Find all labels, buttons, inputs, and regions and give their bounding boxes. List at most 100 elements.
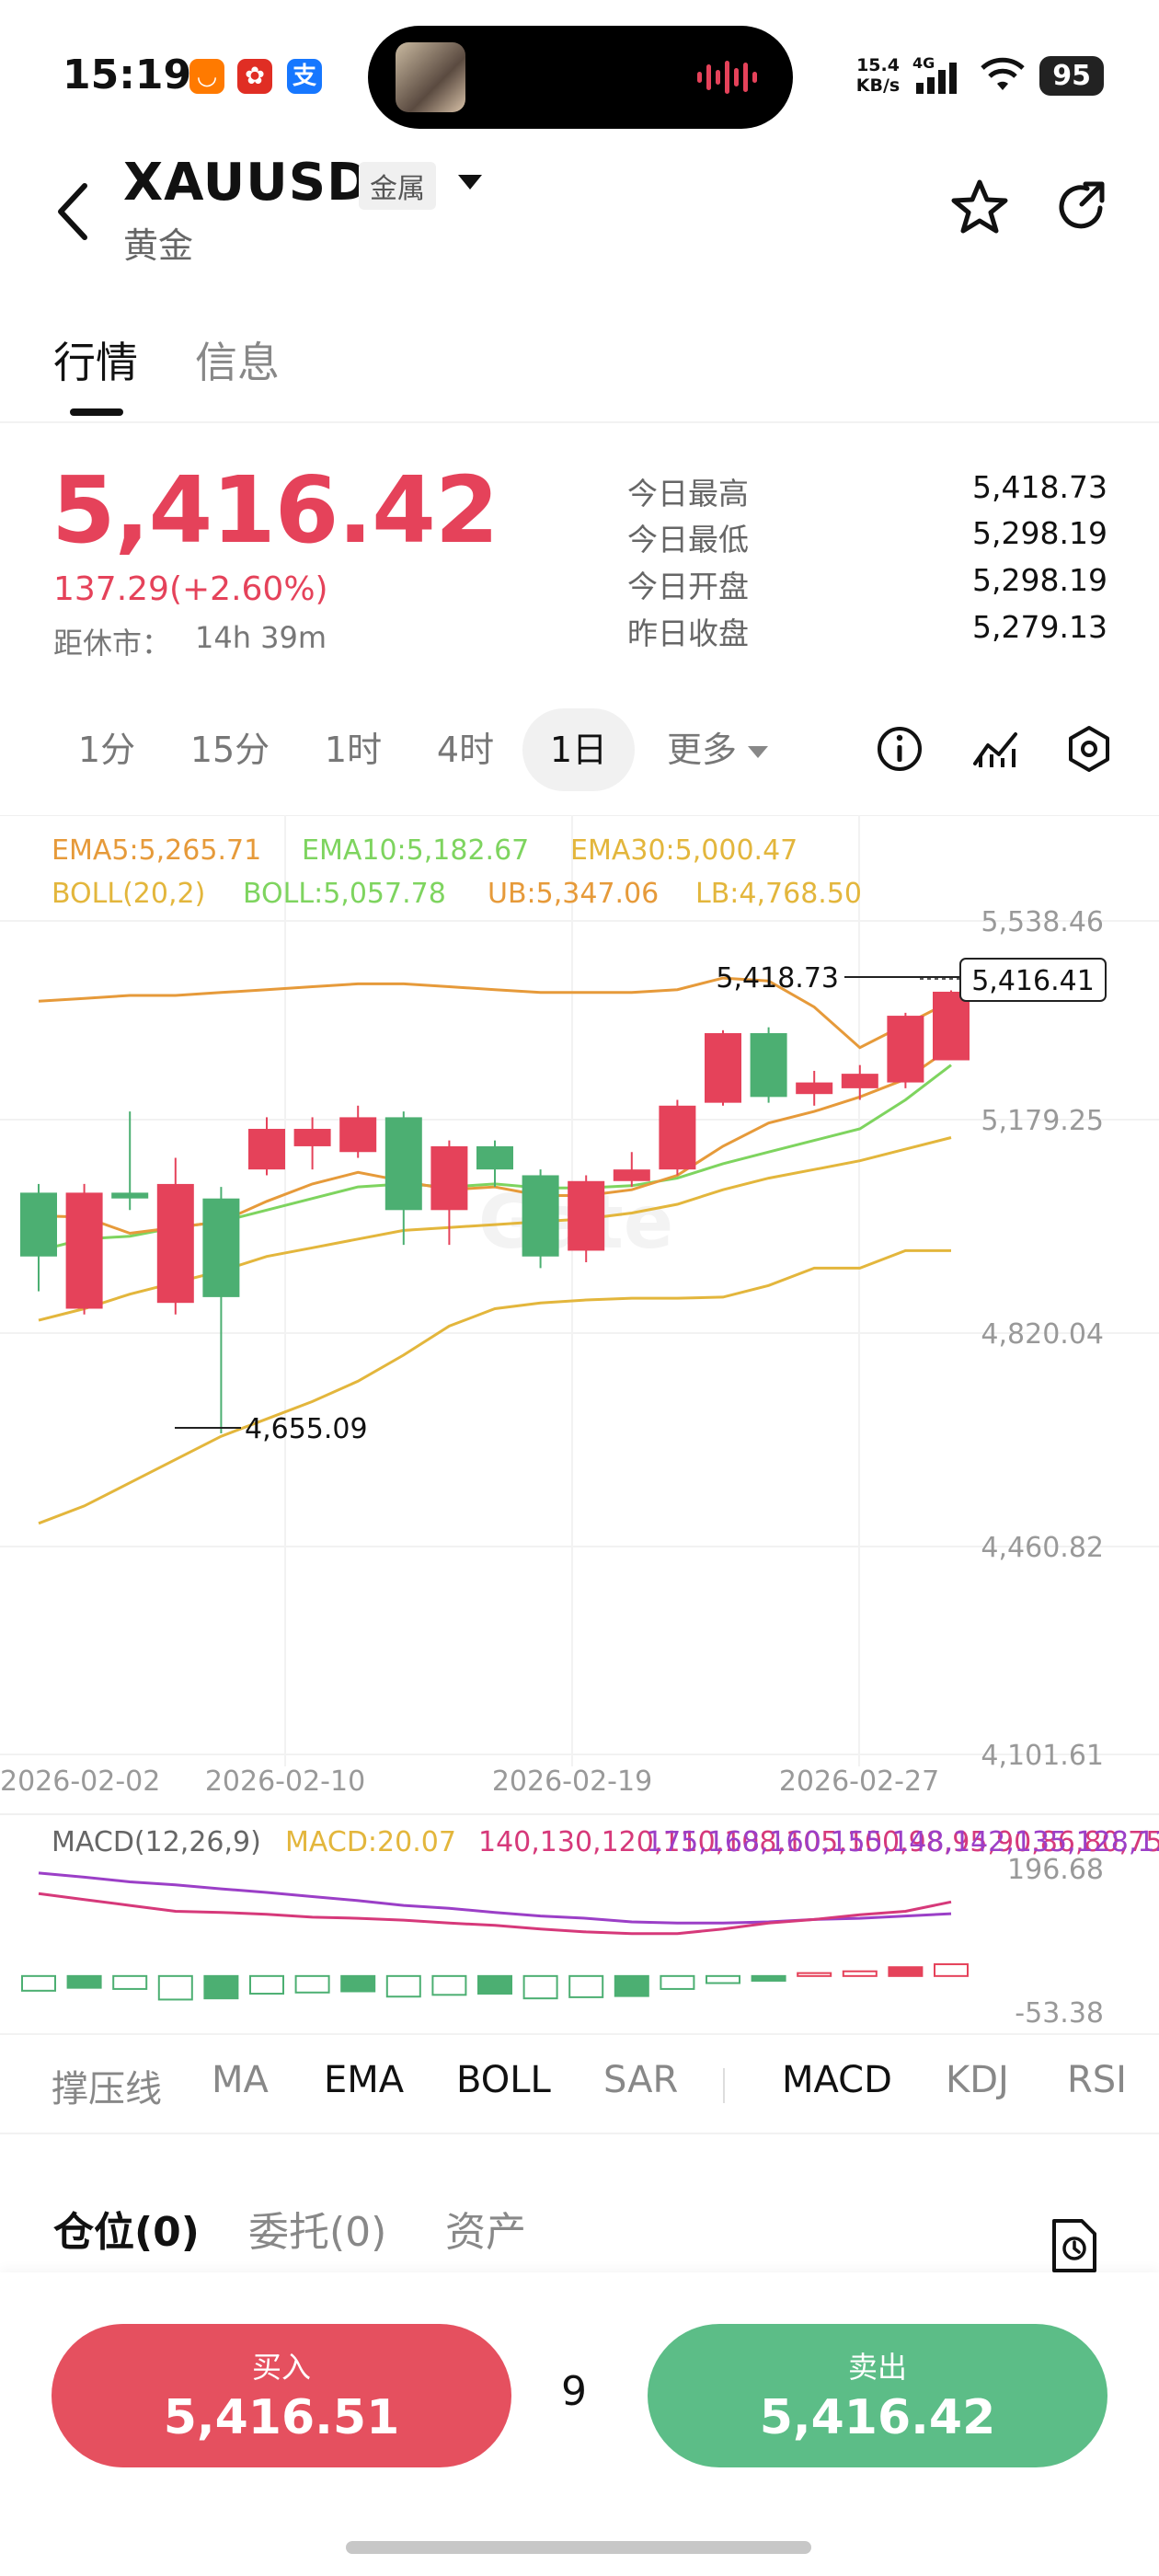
x-tick-label: 2026-02-10 <box>205 1765 365 1798</box>
macd-histogram-bar <box>614 1974 649 1997</box>
tab-positions[interactable]: 仓位(0) <box>53 2209 200 2256</box>
interval-more[interactable]: 更多 <box>653 708 782 791</box>
boll-lower-line <box>38 1248 951 1525</box>
macd-histogram-bar <box>112 1974 148 1990</box>
tab-orders[interactable]: 委托(0) <box>248 2209 387 2256</box>
macd-histogram-bar <box>249 1974 284 1995</box>
interval-1h[interactable]: 1时 <box>324 730 383 770</box>
status-time: 15:19 <box>63 52 192 98</box>
instrument-header: XAUUSD 金属 黄金 <box>0 147 1159 294</box>
boll-upper-line <box>38 976 952 1050</box>
spread-value: 9 <box>561 2368 587 2415</box>
legend-ub: UB:5,347.06 <box>488 878 659 910</box>
caret-down-icon <box>748 746 768 758</box>
legend-boll-mid: BOLL:5,057.78 <box>243 878 446 910</box>
candle-body <box>202 1198 240 1297</box>
macd-histogram-bar <box>431 1974 467 1996</box>
stat-value: 5,279.13 <box>972 609 1107 645</box>
home-indicator[interactable] <box>346 2541 811 2554</box>
indicator-kdj[interactable]: KDJ <box>946 2059 1009 2101</box>
candle-body <box>796 1082 833 1095</box>
buy-button[interactable]: 买入 5,416.51 <box>52 2324 511 2467</box>
x-tick-label: 2026-02-19 <box>492 1765 652 1798</box>
stat-label: 今日最高 <box>627 476 749 512</box>
candle-body <box>522 1175 559 1257</box>
last-price: 5,416.42 <box>52 456 499 564</box>
high-marker-label: 5,418.73 <box>716 962 839 995</box>
x-tick-label: 2026-02-27 <box>779 1765 939 1798</box>
back-icon[interactable] <box>48 175 99 248</box>
symbol-title[interactable]: XAUUSD <box>123 153 371 213</box>
interval-15m[interactable]: 15分 <box>189 730 270 770</box>
price-block: 5,416.42 137.29(+2.60%) 距休市： 14h 39m 今日最… <box>0 432 1159 681</box>
candle-body <box>248 1129 285 1170</box>
status-bar: 15:19 ◡ ✿ 支 15.4 KB/s 4G <box>0 0 1159 147</box>
kline-chart[interactable]: Gate EMA5:5,265.71 EMA10:5,182.67 EMA30:… <box>0 815 1159 2030</box>
candle-body <box>476 1145 513 1170</box>
indicator-macd[interactable]: MACD <box>782 2059 892 2101</box>
tab-assets[interactable]: 资产 <box>445 2209 526 2256</box>
buy-label: 买入 <box>251 2350 311 2385</box>
macd-histogram-bar <box>568 1974 604 1998</box>
kline-chart-svg[interactable]: Gate EMA5:5,265.71 EMA10:5,182.67 EMA30:… <box>0 815 1159 2033</box>
svg-text:4G: 4G <box>912 55 935 72</box>
macd-value: MACD:20.07 <box>285 1826 456 1858</box>
macd-histogram-bar <box>203 1974 239 2000</box>
category-badge: 金属 <box>359 162 436 210</box>
history-document-icon[interactable] <box>1049 2217 1100 2274</box>
macd-dif: 140,130,120,110,108,105,100,98,95,90,86,… <box>478 1826 1159 1858</box>
chart-grid <box>0 815 1159 1766</box>
candle-body <box>65 1192 103 1309</box>
candle-body <box>384 1117 422 1211</box>
macd-histogram-bar <box>842 1970 878 1977</box>
interval-1d[interactable]: 1日 <box>522 708 635 791</box>
info-icon[interactable] <box>874 723 925 775</box>
candles <box>20 990 970 1434</box>
indicator-sar[interactable]: SAR <box>603 2059 679 2101</box>
indicator-rsi[interactable]: RSI <box>1067 2059 1127 2101</box>
indicator-ma[interactable]: MA <box>212 2059 269 2101</box>
legend-ema10: EMA10:5,182.67 <box>302 834 529 867</box>
stat-label: 今日开盘 <box>627 569 749 604</box>
caret-down-icon[interactable] <box>458 175 482 190</box>
market-close-label: 距休市： <box>53 626 172 661</box>
indicator-ema[interactable]: EMA <box>324 2059 405 2101</box>
y-tick-label: 4,820.04 <box>981 1318 1104 1351</box>
sell-button[interactable]: 卖出 5,416.42 <box>648 2324 1107 2467</box>
tab-underline <box>70 408 123 416</box>
candle-body <box>339 1117 377 1153</box>
macd-histogram-bar <box>21 1974 56 1992</box>
interval-1m[interactable]: 1分 <box>77 730 136 770</box>
tab-info[interactable]: 信息 <box>195 338 280 387</box>
macd-histogram-bar <box>294 1974 330 1994</box>
candle-body <box>111 1192 149 1199</box>
low-marker-label: 4,655.09 <box>245 1413 368 1445</box>
macd-label: MACD(12,26,9) <box>52 1826 261 1858</box>
legend-ema5: EMA5:5,265.71 <box>52 834 261 867</box>
candle-body <box>430 1145 468 1211</box>
macd-y-tick: 196.68 <box>1007 1854 1104 1886</box>
macd-dea-line <box>38 1871 952 1925</box>
position-tabs: 仓位(0) 委托(0) 资产 <box>0 2199 1159 2272</box>
market-close-value: 14h 39m <box>195 620 327 655</box>
y-tick-label: 4,101.61 <box>981 1740 1104 1772</box>
stat-value: 5,298.19 <box>972 562 1107 598</box>
indicator-support-resistance[interactable]: 撑压线 <box>52 2068 162 2110</box>
share-icon[interactable] <box>1049 175 1113 239</box>
macd-histogram-bar <box>385 1974 421 1998</box>
star-icon[interactable] <box>947 175 1012 239</box>
indicator-bar: 撑压线 MA EMA BOLL SAR MACD KDJ RSI <box>0 2033 1159 2134</box>
tab-market[interactable]: 行情 <box>53 338 138 387</box>
indicator-boll[interactable]: BOLL <box>456 2059 551 2101</box>
sell-price: 5,416.42 <box>759 2390 996 2445</box>
dynamic-island[interactable] <box>368 26 793 129</box>
stat-value: 5,298.19 <box>972 515 1107 551</box>
stat-row-open: 今日开盘 5,298.19 <box>627 562 1107 608</box>
indicator-chart-icon[interactable] <box>970 723 1021 775</box>
interval-4h[interactable]: 4时 <box>436 730 495 770</box>
macd-dif-line <box>38 1892 952 1936</box>
sell-label: 卖出 <box>847 2350 907 2385</box>
status-right: 15.4 KB/s 4G 95 <box>856 50 1104 101</box>
settings-icon[interactable] <box>1063 723 1115 775</box>
macd-histogram-bar <box>66 1974 102 1989</box>
